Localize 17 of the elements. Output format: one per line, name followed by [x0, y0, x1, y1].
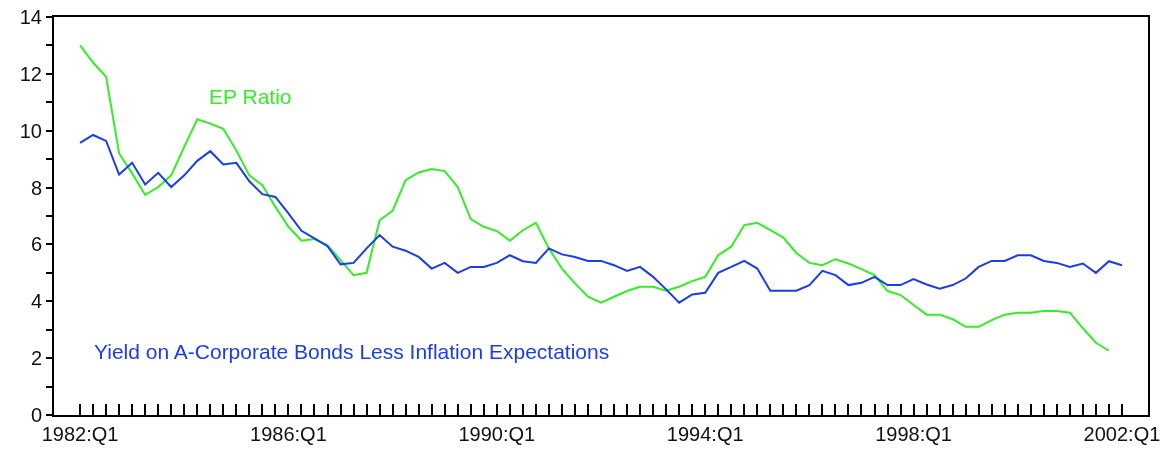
x-tick-label: 1990:Q1 [458, 423, 536, 445]
y-tick-label: 0 [30, 404, 42, 426]
x-tick-label: 1982:Q1 [41, 423, 119, 445]
y-tick-label: 8 [30, 176, 42, 199]
y-tick-label: 14 [19, 6, 42, 28]
x-tick-label: 1998:Q1 [875, 423, 952, 445]
y-tick-label: 12 [19, 62, 42, 85]
y-tick-label: 6 [30, 233, 42, 256]
y-tick-label: 10 [19, 119, 42, 142]
y-tick-label: 4 [30, 290, 42, 313]
series-label: EP Ratio [209, 85, 292, 108]
x-tick-label: 1986:Q1 [250, 423, 327, 445]
x-tick-label: 2002:Q1 [1083, 423, 1161, 445]
line-series [79, 133, 1123, 304]
x-tick-label: 1994:Q1 [666, 423, 744, 445]
text: Yield on A-Corporate Bonds Less Inflation Expectations [94, 340, 610, 363]
y-tick-label: 2 [30, 347, 42, 370]
